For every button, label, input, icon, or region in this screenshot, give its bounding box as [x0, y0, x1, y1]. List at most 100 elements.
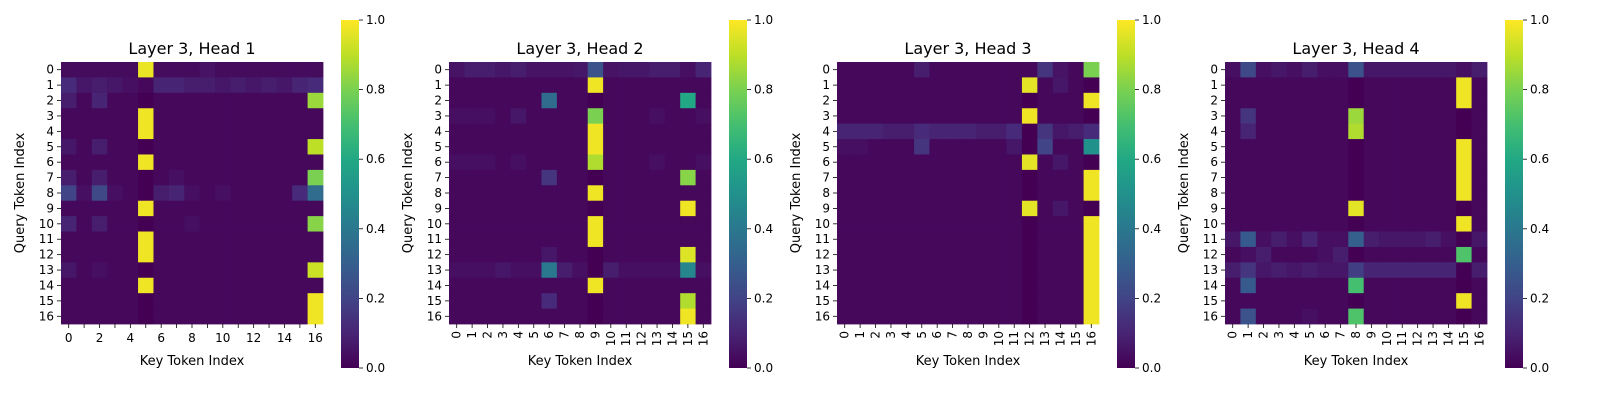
heatmap-cell [541, 154, 558, 171]
heatmap-cell [510, 62, 527, 78]
heatmap-cell [526, 139, 542, 155]
y-tick-label: 10 [39, 217, 54, 231]
heatmap-cell [91, 246, 108, 263]
heatmap-cell [1456, 262, 1472, 279]
heatmap-cell [664, 246, 681, 263]
heatmap-cell [168, 246, 185, 263]
heatmap-cell [1440, 262, 1457, 279]
heatmap-cell [1302, 62, 1318, 78]
heatmap-cell [1379, 200, 1395, 217]
heatmap-cell [929, 169, 946, 186]
heatmap-cell [1240, 200, 1257, 217]
heatmap-cell [479, 154, 496, 171]
colorbar-tick-label: 1.0 [1530, 13, 1549, 27]
heatmap-cell [914, 185, 930, 202]
heatmap-cell [914, 77, 930, 94]
heatmap-cell [1052, 277, 1069, 294]
heatmap-cell [245, 62, 262, 78]
heatmap-cell [991, 308, 1007, 325]
x-tick-label: 2 [1257, 331, 1271, 339]
heatmap-cell [495, 139, 512, 155]
heatmap-cell [184, 216, 201, 232]
y-tick-label: 9 [822, 201, 830, 215]
y-tick-label: 11 [815, 232, 830, 246]
colorbar-tick-label: 0.2 [1530, 291, 1549, 305]
heatmap-cell [541, 92, 558, 109]
heatmap-cell [1006, 262, 1023, 279]
heatmap-cell [107, 246, 124, 263]
heatmap-cell [1394, 308, 1411, 325]
heatmap-cell [230, 246, 247, 263]
heatmap-cell [1409, 262, 1426, 279]
heatmap-cell [495, 154, 512, 171]
heatmap-cell [138, 308, 154, 325]
heatmap-cell [61, 185, 77, 202]
heatmap-cell [307, 92, 324, 109]
heatmap-cell [556, 246, 573, 263]
y-tick-label: 0 [822, 63, 830, 77]
heatmap-cell [1286, 246, 1303, 263]
heatmap-cell [1083, 62, 1100, 78]
x-tick-label: 7 [1334, 331, 1348, 339]
heatmap-cell [929, 92, 946, 109]
heatmap-cell [122, 123, 139, 140]
heatmap-cell [633, 169, 650, 186]
heatmap-cell [510, 77, 527, 94]
y-tick-label: 2 [1210, 94, 1218, 108]
heatmap-cell [276, 231, 293, 248]
heatmap-cell [153, 169, 170, 186]
heatmap-cell [572, 139, 589, 155]
heatmap-cell [852, 231, 869, 248]
heatmap-cell [587, 185, 604, 202]
heatmap-cell [556, 200, 573, 217]
heatmap-cell [1471, 277, 1488, 294]
heatmap-cell [664, 308, 681, 325]
heatmap-cell [603, 154, 619, 171]
heatmap-cell [107, 262, 124, 279]
x-tick-label: 16 [1472, 331, 1486, 346]
heatmap-cell [1363, 77, 1380, 94]
heatmap-cell [1409, 293, 1426, 309]
heatmap-cell [1271, 123, 1288, 140]
heatmap-cell [837, 92, 853, 109]
heatmap-cell [199, 231, 216, 248]
heatmap-cell [695, 169, 712, 186]
heatmap-cell [153, 308, 170, 325]
heatmap-cell [603, 62, 619, 78]
y-tick-label: 6 [434, 155, 442, 169]
heatmap-cell [603, 231, 619, 248]
heatmap-cell [867, 108, 884, 125]
heatmap-cell [572, 154, 589, 171]
heatmap-cell [1348, 77, 1365, 94]
heatmap-cell [898, 92, 915, 109]
y-tick-label: 7 [822, 171, 830, 185]
heatmap-cell [307, 277, 324, 294]
y-tick-label: 10 [427, 217, 442, 231]
heatmap-cell [464, 77, 481, 94]
heatmap-cell [1332, 92, 1349, 109]
heatmap-cell [587, 77, 604, 94]
heatmap-cell [1440, 154, 1457, 171]
heatmap-cell [122, 308, 139, 325]
heatmap-cell [122, 277, 139, 294]
heatmap-cell [61, 277, 77, 294]
heatmap-cell [464, 262, 481, 279]
heatmap-cell [1425, 139, 1442, 155]
heatmap-cell [1394, 62, 1411, 78]
heatmap-cell [199, 185, 216, 202]
heatmap-cell [572, 246, 589, 263]
colorbar-tick-label: 1.0 [1142, 13, 1161, 27]
heatmap-cell [1363, 200, 1380, 217]
heatmap-cell [1083, 246, 1100, 263]
heatmap-cell [510, 185, 527, 202]
heatmap-cell [1456, 154, 1472, 171]
heatmap-cell [261, 231, 278, 248]
heatmap-cell [572, 308, 589, 325]
heatmap-cell [852, 154, 869, 171]
heatmap-cell [1409, 92, 1426, 109]
heatmap-cell [960, 246, 977, 263]
heatmap-cell [618, 62, 635, 78]
heatmap-cell [184, 231, 201, 248]
colorbar: 0.0 0.2 0.4 0.6 0.8 1.0 [1117, 13, 1161, 375]
heatmap-cell [1456, 200, 1472, 217]
